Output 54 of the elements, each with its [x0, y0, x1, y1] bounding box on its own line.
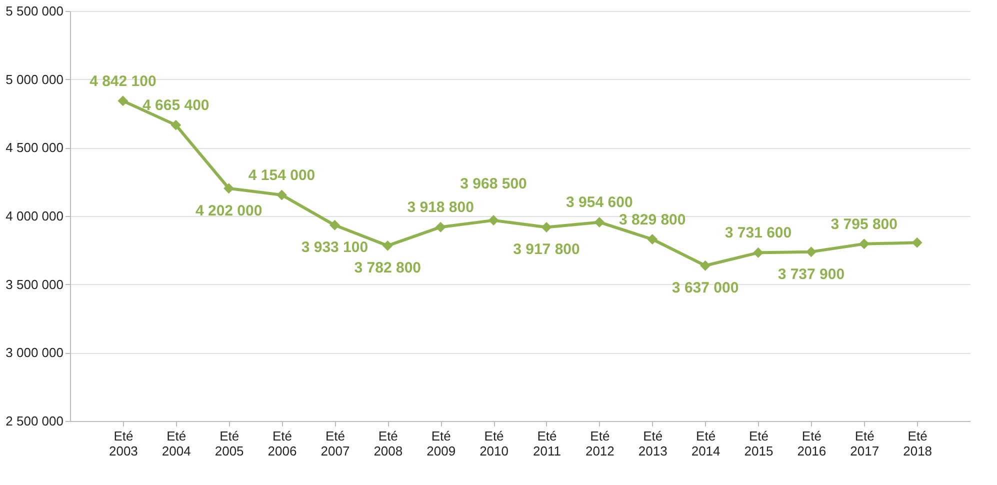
- point: [382, 240, 393, 251]
- x-tick-label: Eté 2017: [850, 428, 880, 458]
- x-tick-label: Eté 2009: [426, 428, 456, 458]
- data-label: 3 731 600: [724, 224, 792, 242]
- x-tick-label: Eté 2007: [320, 428, 350, 458]
- point: [858, 238, 870, 250]
- x-tick-label: Eté 2010: [480, 428, 508, 458]
- data-label: 4 665 400: [142, 97, 210, 114]
- point: [329, 220, 340, 230]
- point: [276, 190, 288, 200]
- point: [170, 120, 182, 130]
- point: [541, 222, 552, 232]
- x-tick-label: Eté 2015: [744, 428, 774, 458]
- data-label: 3 954 600: [566, 194, 633, 212]
- x-tick-label: Eté 2018: [903, 428, 932, 458]
- data-label: 3 933 100: [301, 239, 368, 256]
- data-label: 3 918 800: [407, 199, 474, 216]
- data-label: 4 842 100: [90, 72, 156, 90]
- x-tick-label: Eté 2005: [214, 428, 244, 458]
- y-tick-label: 4 000 000: [6, 208, 64, 224]
- point: [752, 247, 764, 258]
- point: [224, 183, 234, 194]
- point: [647, 234, 658, 245]
- data-label: 3 829 800: [618, 211, 686, 228]
- x-tick-label: Eté 2016: [797, 428, 826, 458]
- point: [912, 237, 922, 248]
- x-tick-label: Eté 2006: [268, 428, 297, 458]
- point: [806, 246, 816, 258]
- x-tick-label: Eté 2003: [108, 428, 138, 458]
- point: [488, 215, 499, 226]
- y-tick-label: 5 500 000: [6, 4, 64, 18]
- point: [594, 216, 605, 228]
- x-tick-label: Eté 2008: [374, 428, 403, 458]
- y-tick-label: 3 000 000: [6, 345, 64, 360]
- data-label: 4 202 000: [195, 202, 262, 220]
- point: [118, 96, 128, 106]
- data-label: 4 154 000: [248, 166, 316, 184]
- data-label: 3 968 500: [460, 175, 527, 192]
- x-tick-label: Eté 2012: [585, 428, 614, 458]
- point: [700, 260, 711, 271]
- data-label: 3 637 000: [672, 280, 739, 297]
- x-tick-label: Eté 2013: [638, 428, 668, 458]
- y-tick-label: 5 000 000: [6, 72, 64, 87]
- data-label: 3 782 800: [354, 260, 422, 277]
- y-tick-label: 3 500 000: [6, 276, 64, 292]
- y-tick-label: 2 500 000: [6, 414, 64, 428]
- data-label: 3 737 900: [778, 266, 845, 283]
- data-label: 3 795 800: [830, 216, 898, 233]
- x-tick-label: Eté 2011: [532, 428, 561, 458]
- y-tick-label: 4 500 000: [6, 140, 64, 156]
- point: [435, 222, 446, 232]
- data-label: 3 917 800: [513, 241, 580, 258]
- x-tick-label: Eté 2004: [162, 428, 191, 458]
- x-tick-label: Eté 2014: [691, 428, 720, 458]
